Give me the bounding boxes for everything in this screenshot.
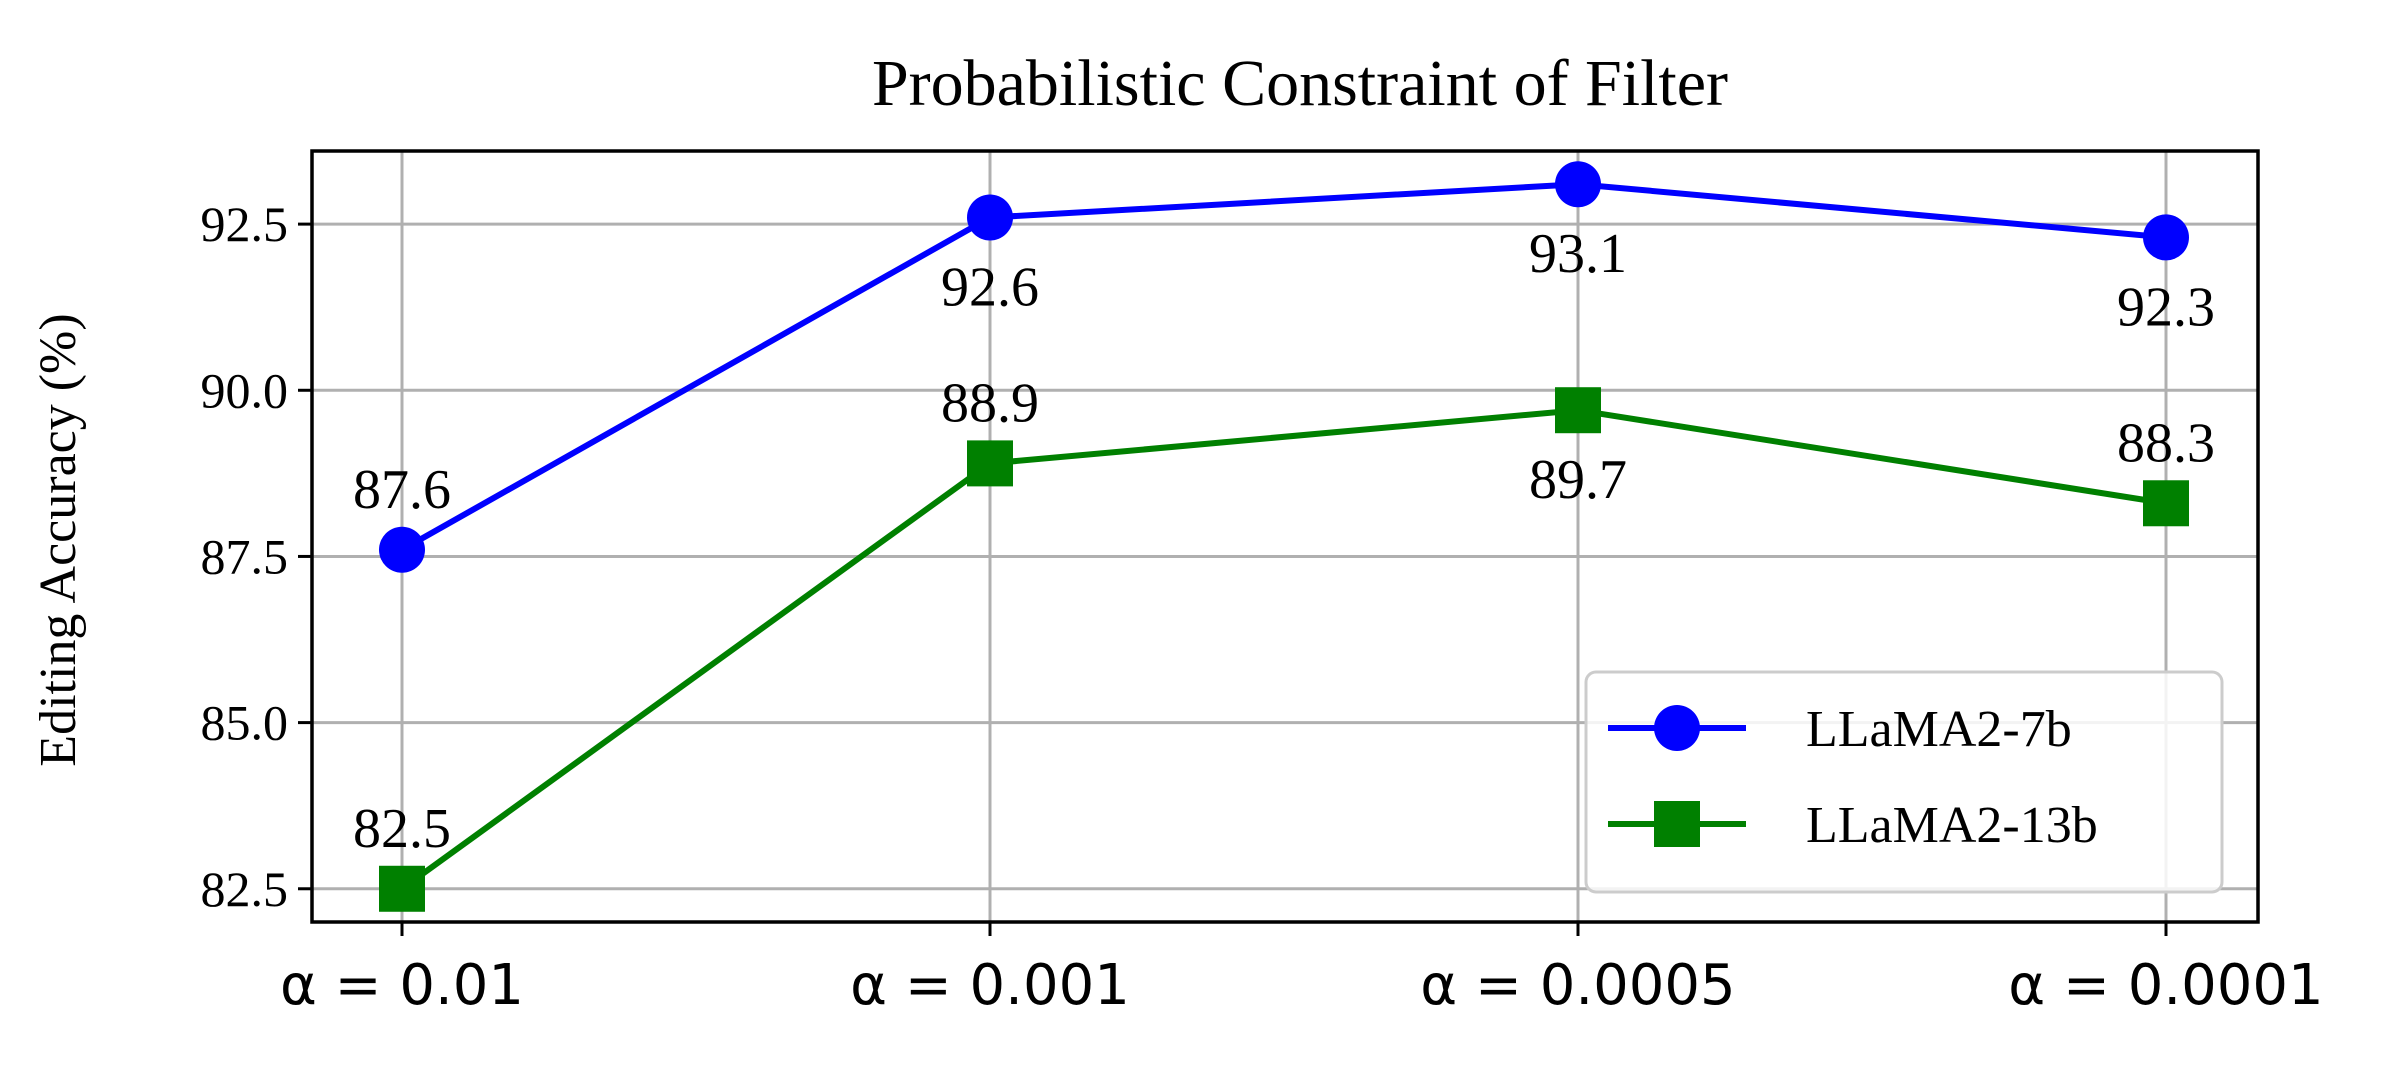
axis-ticks: α = 0.01 α = 0.001 α = 0.0005 α = 0.0001 82.… xyxy=(201,196,2324,1018)
legend-label: LLaMA2-13b xyxy=(1806,797,2098,854)
data-label: 88.9 xyxy=(941,372,1039,434)
data-label: 89.7 xyxy=(1529,449,1627,511)
x-tick-label: α = 0.0001 xyxy=(2008,953,2323,1018)
data-label: 93.1 xyxy=(1529,223,1627,285)
data-label: 88.3 xyxy=(2117,412,2215,474)
data-point xyxy=(379,865,425,912)
data-label: 92.3 xyxy=(2117,276,2215,338)
data-labels: 87.6 92.6 93.1 92.3 82.5 88.9 89.7 88.3 xyxy=(353,223,2215,860)
data-point xyxy=(967,194,1013,241)
data-point xyxy=(2143,480,2189,527)
x-tick-label: α = 0.0005 xyxy=(1420,953,1735,1018)
data-point xyxy=(2143,214,2189,261)
chart-title: Probabilistic Constraint of Filter xyxy=(872,47,1728,120)
y-tick-label: 85.0 xyxy=(201,695,289,751)
y-tick-label: 87.5 xyxy=(201,528,289,584)
series-line-LLaMA2-13b xyxy=(400,407,2167,892)
legend-marker xyxy=(1654,705,1700,751)
series-line-LLaMA2-7b xyxy=(400,181,2167,553)
legend-marker xyxy=(1654,801,1700,847)
series-layer xyxy=(379,161,2189,912)
data-point xyxy=(379,526,425,573)
plot-frame xyxy=(310,149,2260,924)
legend: LLaMA2-7b LLaMA2-13b xyxy=(1584,670,2224,894)
x-tick-label: α = 0.001 xyxy=(850,953,1130,1018)
data-point xyxy=(1555,387,1601,434)
data-label: 92.6 xyxy=(941,256,1039,318)
y-tick-label: 90.0 xyxy=(201,362,289,418)
x-tick-label: α = 0.01 xyxy=(280,953,524,1018)
data-label: 87.6 xyxy=(353,459,451,521)
data-point xyxy=(1555,161,1601,208)
y-tick-label: 82.5 xyxy=(201,861,289,917)
legend-label: LLaMA2-7b xyxy=(1806,701,2072,758)
y-tick-label: 92.5 xyxy=(201,196,289,252)
y-axis-label: Editing Accuracy (%) xyxy=(30,313,87,766)
data-point xyxy=(967,440,1013,487)
data-label: 82.5 xyxy=(353,798,451,860)
